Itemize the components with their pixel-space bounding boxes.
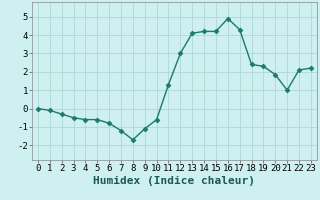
X-axis label: Humidex (Indice chaleur): Humidex (Indice chaleur) xyxy=(93,176,255,186)
